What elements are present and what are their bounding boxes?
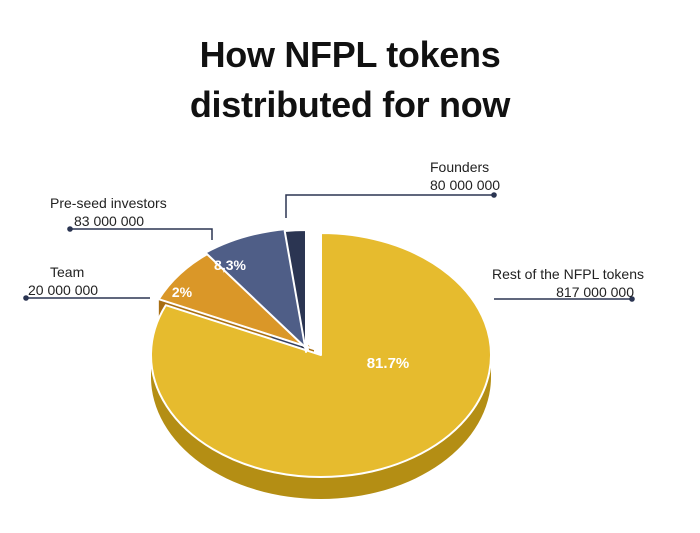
legend-team-amount: 20 000 000 (28, 282, 99, 298)
leader-rest-dot (629, 296, 635, 302)
legend-pre-seed-amount: 83 000 000 (74, 213, 145, 229)
legend-pre-seed-name: Pre-seed investors (50, 195, 167, 211)
slice-label-rest-of-the-nfpl-tokens: 81.7% (367, 355, 410, 372)
chart-title: How NFPL tokens distributed for now (0, 30, 700, 130)
slice-rest-of-the-nfpl-tokens (150, 232, 492, 478)
legend-founders-amount: 80 000 000 (430, 177, 501, 193)
slice-team (283, 229, 307, 353)
chart-title-line1: How NFPL tokens (199, 34, 501, 75)
slice-pre-seed-investors (204, 227, 309, 351)
leader-pre-seed-dot (67, 226, 73, 232)
leader-lines (23, 192, 635, 302)
leader-team-dot (23, 295, 29, 301)
legend-founders: Founders 80 000 000 (416, 158, 500, 194)
leader-founders-dot (491, 192, 497, 198)
legend-team: Team 20 000 000 (28, 263, 98, 299)
legend-rest: Rest of the NFPL tokens 817 000 000 (492, 265, 644, 301)
legend-pre-seed: Pre-seed investors 83 000 000 (50, 194, 167, 230)
slice-label-pre-seed-investors: 8,3% (214, 257, 246, 273)
slice-side-rest-of-the-nfpl-tokens (151, 355, 491, 499)
legend-rest-amount: 817 000 000 (556, 284, 634, 300)
leader-founders (285, 194, 494, 218)
legend-rest-name: Rest of the NFPL tokens (492, 266, 644, 282)
chart-title-line2: distributed for now (189, 84, 511, 125)
legend-founders-name: Founders (430, 159, 490, 175)
slice-label-team: 2% (172, 284, 193, 300)
legend-team-name: Team (50, 264, 85, 280)
leader-pre-seed (70, 228, 213, 240)
pie-tops: 81.7%8%8,3%2% (150, 227, 492, 478)
